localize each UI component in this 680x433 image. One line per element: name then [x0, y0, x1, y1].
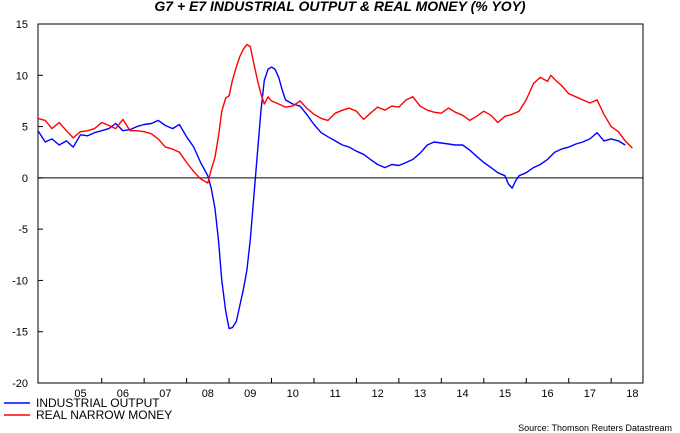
x-tick-label: 13	[414, 388, 426, 400]
chart-title: G7 + E7 INDUSTRIAL OUTPUT & REAL MONEY (…	[154, 0, 526, 14]
x-tick-label: 07	[159, 388, 171, 400]
x-tick-label: 14	[456, 388, 468, 400]
y-tick-label: 10	[16, 70, 28, 82]
x-tick-label: 06	[117, 388, 129, 400]
series-line-real-narrow-money	[37, 43, 633, 184]
x-tick-label: 08	[202, 388, 214, 400]
x-tick-label: 12	[372, 388, 384, 400]
legend-label: INDUSTRIAL OUTPUT	[36, 396, 160, 410]
y-tick-label: 15	[16, 19, 28, 31]
y-tick-label: 5	[22, 122, 28, 134]
source-note: Source: Thomson Reuters Datastream	[518, 423, 672, 433]
plot-frame	[37, 23, 644, 384]
y-tick-label: -5	[18, 224, 28, 236]
x-tick-label: 09	[244, 388, 256, 400]
x-tick-label: 17	[584, 388, 596, 400]
y-tick-label: -10	[12, 275, 28, 287]
x-tick-label: 16	[541, 388, 553, 400]
y-tick-label: 0	[22, 173, 28, 185]
legend-label: REAL NARROW MONEY	[36, 408, 172, 422]
x-tick-label: 18	[626, 388, 638, 400]
x-tick-label: 11	[329, 388, 340, 400]
x-tick-label: 10	[287, 388, 299, 400]
y-tick-label: -20	[12, 378, 28, 390]
x-tick-label: 05	[74, 388, 86, 400]
series-line-industrial-output	[37, 66, 626, 330]
x-tick-label: 15	[499, 388, 511, 400]
plot-area: 15 10 5 0 -5 -10 -15 -20 05 06 07 08 09 10 11 12 13 14 15 1…	[4, 19, 644, 422]
y-tick-label: -15	[12, 327, 28, 339]
